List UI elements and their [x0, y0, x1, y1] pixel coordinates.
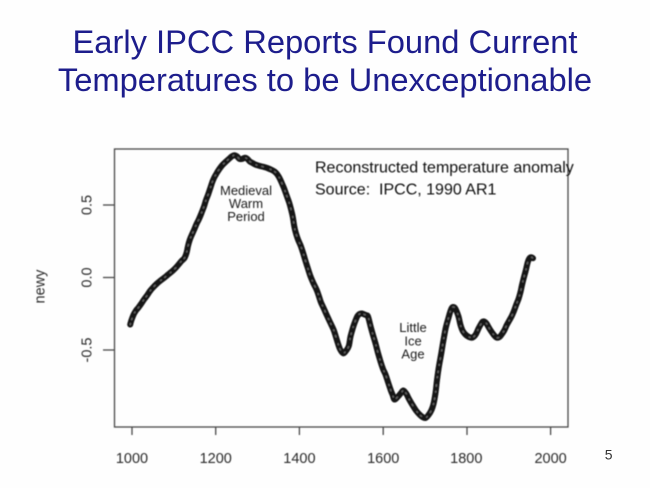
- svg-text:1600: 1600: [367, 451, 399, 467]
- svg-text:1800: 1800: [450, 451, 482, 467]
- svg-text:Little: Little: [399, 320, 426, 335]
- svg-text:Warm: Warm: [229, 196, 263, 211]
- svg-text:newy: newy: [33, 269, 49, 304]
- svg-text:0.5: 0.5: [79, 195, 95, 215]
- svg-text:1000: 1000: [116, 451, 148, 467]
- svg-text:Medieval: Medieval: [220, 183, 272, 198]
- svg-text:2000: 2000: [534, 451, 566, 467]
- svg-text:Source: IPCC, 1990 AR1: Source: IPCC, 1990 AR1: [315, 182, 497, 199]
- svg-text:-0.5: -0.5: [79, 338, 95, 363]
- svg-text:Ice: Ice: [404, 333, 421, 348]
- svg-text:Period: Period: [227, 209, 265, 224]
- svg-text:Age: Age: [401, 347, 424, 362]
- svg-text:1200: 1200: [200, 451, 232, 467]
- svg-text:1400: 1400: [283, 451, 315, 467]
- svg-text:Reconstructed temperature anom: Reconstructed temperature anomaly: [315, 160, 574, 177]
- svg-text:0.0: 0.0: [79, 267, 95, 287]
- svg-text:5: 5: [605, 447, 613, 463]
